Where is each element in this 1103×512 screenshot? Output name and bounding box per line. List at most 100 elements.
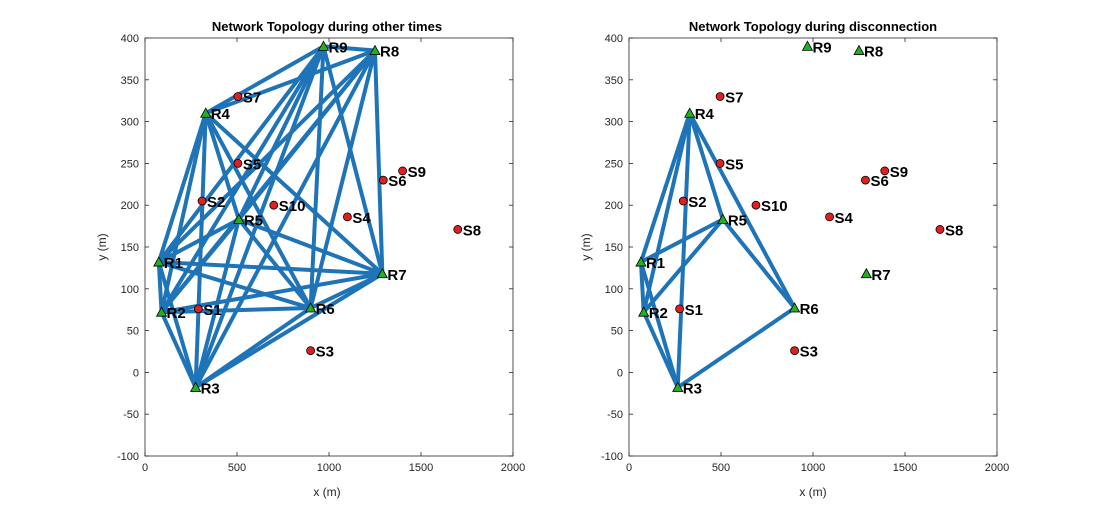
right-y-tick-label: 400 — [605, 33, 623, 45]
left-router-label-r8: R8 — [380, 44, 399, 61]
left-router-label-r1: R1 — [164, 255, 183, 272]
left-sensor-marker-s1 — [193, 304, 203, 314]
left-link-r4-r8 — [203, 48, 377, 116]
left-sensor-marker-s9 — [398, 166, 408, 176]
left-link-r5-r7 — [236, 217, 385, 276]
left-router-label-r5: R5 — [244, 212, 263, 229]
left-link-r5-r8 — [236, 48, 377, 222]
right-link-r2-r3 — [641, 310, 680, 390]
left-router-marker-r4 — [200, 107, 212, 118]
left-sensor-label-s6: S6 — [388, 173, 406, 190]
left-link-r3-r7 — [193, 271, 385, 390]
right-sensor-label-s1: S1 — [685, 302, 703, 319]
left-chart-panel: Network Topology during other times x (m… — [95, 19, 525, 499]
right-link-r4-r6 — [687, 111, 797, 311]
left-link-r4-r5 — [203, 111, 241, 222]
left-sensor-marker-s8 — [453, 225, 463, 234]
left-sensor-marker-s6 — [378, 175, 388, 185]
left-link-r4-r7 — [203, 111, 385, 276]
left-x-axis-label: x (m) — [313, 485, 340, 499]
right-link-r1-r3 — [638, 260, 680, 390]
left-x-tick-label: 1500 — [409, 462, 433, 474]
right-link-r3-r6 — [675, 306, 797, 390]
right-y-tick-label: 50 — [611, 326, 623, 338]
right-link-r1-r5 — [638, 217, 725, 265]
left-axes: 0 500 1000 1500 2000 -100 -50 0 50 100 150 200 250 30… — [117, 33, 525, 474]
right-sensor-label-s6: S6 — [870, 173, 888, 190]
left-link-r1-r9 — [156, 44, 326, 265]
left-router-marker-r1 — [153, 256, 165, 267]
right-router-label-r1: R1 — [646, 255, 665, 272]
right-router-marker-r8 — [853, 44, 865, 55]
right-y-tick-label: -100 — [601, 451, 623, 463]
left-y-tick-label: 0 — [133, 367, 139, 379]
left-router-marker-r3 — [189, 381, 202, 392]
left-y-tick-label: 150 — [121, 242, 139, 254]
right-router-label-r3: R3 — [683, 380, 702, 397]
right-link-r5-r6 — [720, 217, 797, 311]
left-link-r3-r8 — [193, 48, 377, 390]
left-x-tick-label: 0 — [142, 462, 148, 474]
left-router-label-r2: R2 — [167, 305, 186, 322]
left-sensor-marker-s4 — [342, 212, 352, 222]
left-sensor-marker-s3 — [306, 346, 316, 356]
right-sensor-marker-s7 — [715, 92, 725, 101]
left-router-marker-r7 — [376, 267, 389, 279]
left-sensor-label-s3: S3 — [316, 344, 334, 361]
left-link-r1-r3 — [156, 260, 198, 390]
right-chart-title: Network Topology during disconnection — [689, 19, 937, 34]
left-y-tick-label: 50 — [127, 326, 139, 338]
right-router-marker-r2 — [638, 306, 650, 317]
right-link-r2-r4 — [641, 111, 692, 315]
right-sensor-marker-s3 — [790, 346, 799, 356]
left-sensor-marker-s2 — [197, 196, 207, 206]
right-router-marker-r6 — [788, 302, 801, 313]
right-sensor-label-s3: S3 — [800, 344, 818, 361]
right-axes: 0 500 1000 1500 2000 -100 -50 0 50 100 150 200 250 30… — [601, 33, 1009, 474]
left-link-r7-r8 — [373, 48, 385, 276]
left-sensor-label-s1: S1 — [203, 302, 221, 319]
left-sensor-label-s7: S7 — [243, 90, 261, 107]
left-link-r4-r9 — [203, 44, 326, 116]
right-router-label-r6: R6 — [800, 301, 819, 318]
left-sensor-marker-s5 — [233, 158, 243, 168]
right-router-label-r7: R7 — [871, 267, 890, 284]
left-y-tick-label: -50 — [123, 409, 139, 421]
right-x-tick-label: 2000 — [985, 462, 1009, 474]
right-sensor-marker-s8 — [935, 225, 945, 234]
left-link-r6-r8 — [308, 48, 377, 311]
right-router-marker-r7 — [860, 267, 873, 279]
right-sensor-marker-s9 — [880, 166, 890, 176]
left-sensor-label-s5: S5 — [243, 156, 261, 173]
left-link-layer — [156, 44, 385, 390]
right-x-axis-label: x (m) — [799, 485, 826, 499]
left-y-tick-label: 400 — [121, 33, 139, 45]
left-link-r5-r9 — [236, 44, 326, 222]
left-sensor-label-s2: S2 — [207, 194, 225, 211]
right-router-label-r4: R4 — [695, 106, 715, 123]
left-link-r1-r8 — [156, 48, 377, 265]
left-y-axis-label: y (m) — [95, 233, 109, 260]
left-router-marker-r6 — [304, 302, 317, 313]
left-router-label-r6: R6 — [316, 301, 335, 318]
left-router-label-r7: R7 — [387, 267, 406, 284]
left-sensor-marker-s7 — [233, 92, 243, 101]
right-router-label-r8: R8 — [864, 44, 883, 61]
right-router-marker-r5 — [717, 213, 729, 224]
left-y-tick-label: -100 — [117, 451, 139, 463]
left-link-r6-r9 — [308, 44, 326, 311]
right-sensor-marker-s1 — [675, 304, 684, 314]
right-y-tick-label: 0 — [617, 367, 623, 379]
left-link-r2-r3 — [159, 310, 198, 390]
left-y-tick-label: 200 — [121, 200, 139, 212]
right-y-axis-label: y (m) — [579, 233, 593, 260]
right-sensor-marker-s4 — [825, 212, 834, 222]
right-x-tick-label: 1500 — [893, 462, 917, 474]
left-y-tick-label: 250 — [121, 158, 139, 170]
right-y-tick-label: 300 — [605, 117, 623, 129]
right-link-layer — [638, 111, 797, 390]
right-marker-layer: S1 S2 S3 S4 S5 S6 S7 S8 S9 S10 R1 R2 R3 R4 R5 R6 R7 R8 R9 — [635, 39, 963, 397]
left-x-tick-label: 1000 — [317, 462, 341, 474]
